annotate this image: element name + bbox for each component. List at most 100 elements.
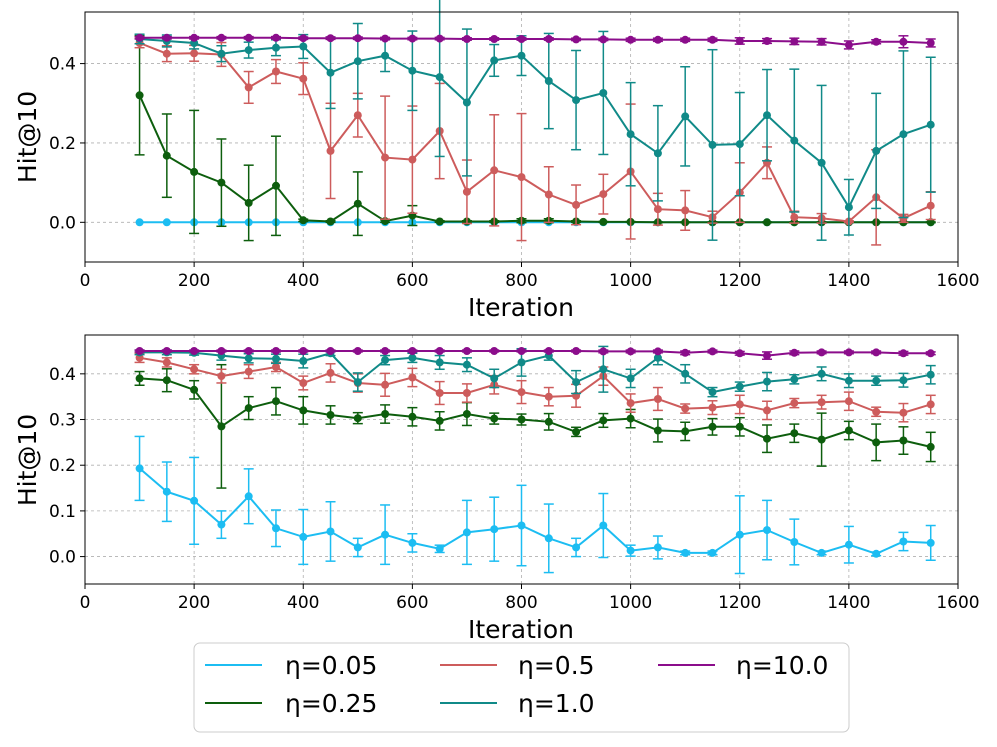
bottom-series-eta-1.0-point [435, 358, 444, 367]
bottom-series-eta-10.0-point [217, 347, 226, 355]
bottom-series-eta-1.0-point [626, 374, 635, 383]
bottom-series-eta-0.05-point [926, 538, 935, 547]
top-series-eta-10.0-point [626, 35, 635, 44]
legend-label-eta-0.5: η=0.5 [518, 651, 595, 680]
top-series-eta-0.25-point [272, 181, 280, 190]
legend-label-eta-10.0: η=10.0 [736, 651, 828, 680]
bottom-series-eta-0.25-point [190, 385, 199, 394]
top-series-eta-0.25-point [326, 217, 335, 226]
bottom-series-eta-1.0-point [681, 369, 690, 378]
bottom-series-eta-0.25-line [139, 377, 931, 448]
legend-entry-eta-0.5: η=0.5 [440, 651, 595, 680]
bottom-series-eta-0.25-point [790, 429, 799, 438]
bottom-series-eta-10.0-point [462, 347, 471, 355]
top-series-eta-10.0-point [844, 40, 853, 49]
top-series-eta-0.25 [134, 35, 936, 242]
bottom-series-eta-0.5-point [626, 399, 635, 408]
bottom-series-eta-1.0-point [899, 376, 908, 385]
top-series-eta-0.25-point [926, 218, 935, 227]
top-series-eta-0.25-point [299, 216, 308, 225]
bottom-series-eta-1.0-point [408, 353, 417, 362]
bottom-series-eta-1.0-point [708, 388, 717, 397]
top-series-eta-0.25-point [162, 151, 171, 160]
bottom-series-eta-0.5-point [381, 380, 390, 389]
top-series-eta-1.0-point [490, 56, 499, 65]
top-series-eta-0.5-point [790, 213, 799, 222]
top-series-eta-10.0-point [790, 37, 799, 46]
bottom-series-eta-1.0-point [735, 382, 744, 391]
top-series-eta-1.0-point [653, 149, 662, 158]
top-series-eta-1.0-point [817, 158, 826, 167]
bottom-series-eta-0.05-point [899, 537, 908, 546]
top-series-eta-1.0-point [244, 46, 253, 55]
bottom-series-eta-0.05-point [244, 492, 253, 501]
bottom-series-eta-1.0-point [490, 374, 499, 383]
top-y-tick-label: 0.4 [49, 55, 76, 75]
top-series-eta-10.0-point [217, 33, 226, 42]
bottom-series-eta-1.0-line [139, 351, 931, 394]
top-series-eta-1.0 [134, 0, 936, 241]
legend-label-eta-0.05: η=0.05 [285, 651, 377, 680]
bottom-series-eta-0.25-point [872, 438, 881, 447]
top-series-eta-0.5-point [462, 187, 471, 196]
top-series-eta-10.0-line [139, 36, 931, 46]
bottom-series-eta-10.0-point [190, 347, 199, 355]
top-series-eta-10.0-point [763, 37, 771, 45]
bottom-panel-y-label: Hit@10 [13, 414, 42, 506]
bottom-series-eta-10.0-point [790, 348, 799, 357]
top-panel-y-label: Hit@10 [13, 91, 42, 183]
top-series-eta-0.5-point [190, 49, 199, 58]
top-series-eta-10.0-point [653, 35, 662, 44]
bottom-series-eta-10.0-point [135, 347, 144, 355]
bottom-series-eta-10.0-point [381, 347, 390, 355]
bottom-series-eta-10.0-point [653, 347, 662, 356]
bottom-series-eta-0.05-point [217, 520, 226, 529]
bottom-series-eta-0.05-point [599, 521, 608, 530]
top-series-eta-1.0-point [435, 73, 444, 82]
bottom-series-eta-1.0-point [462, 360, 471, 369]
top-series-eta-1.0-point [872, 146, 881, 155]
top-series-eta-1.0-point [326, 68, 335, 77]
legend-label-eta-1.0: η=1.0 [518, 689, 595, 718]
bottom-series-eta-0.5-point [735, 400, 744, 409]
top-series-eta-1.0-line [139, 38, 932, 210]
top-series-eta-1.0-point [353, 57, 362, 66]
bottom-series-eta-0.05-line [138, 467, 931, 555]
top-series-eta-10.0-point [708, 35, 717, 44]
bottom-x-tick-label: 800 [505, 593, 537, 613]
bottom-y-tick-label: 0.3 [49, 411, 76, 431]
top-series-eta-0.5 [134, 37, 936, 246]
top-series-eta-0.5-point [162, 49, 171, 58]
bottom-series-eta-0.25-point [435, 416, 444, 425]
top-series-eta-0.5-point [299, 74, 308, 83]
bottom-series-eta-1.0-point [763, 377, 771, 386]
top-series-eta-1.0-point [381, 51, 390, 60]
top-series-eta-0.25-point [244, 198, 253, 207]
top-series-eta-10.0-point [381, 34, 390, 43]
bottom-series-eta-0.25-point [517, 415, 526, 424]
top-series-eta-1.0-point [708, 140, 717, 149]
top-series-eta-0.5-line [139, 42, 932, 223]
top-series-eta-0.25-point [599, 217, 608, 226]
bottom-series-eta-10.0-point [872, 348, 881, 357]
bottom-y-tick-label: 0.2 [49, 456, 76, 476]
bottom-x-tick-label: 1400 [827, 593, 870, 613]
top-series-eta-0.5-point [353, 111, 362, 120]
bottom-series-eta-0.05-point [435, 544, 444, 553]
top-series-eta-0.5-point [381, 153, 390, 162]
top-series-eta-10.0-point [135, 33, 144, 42]
bottom-series-eta-0.05-point [790, 538, 799, 546]
top-series-eta-0.5-point [653, 205, 662, 214]
top-series-eta-1.0-point [217, 49, 226, 58]
bottom-series-eta-0.5-point [844, 397, 853, 406]
top-series-eta-1.0-point [899, 130, 908, 139]
bottom-x-tick-label: 1000 [609, 593, 652, 613]
bottom-series-eta-0.25-point [490, 414, 499, 423]
legend-label-eta-0.25: η=0.25 [285, 689, 377, 718]
bottom-series-eta-10.0-point [708, 347, 717, 356]
top-series-eta-1.0-point [735, 140, 744, 149]
bottom-y-tick-label: 0.1 [49, 502, 76, 522]
top-series-eta-0.5-point [408, 155, 417, 164]
bottom-series-eta-0.05-point [135, 464, 144, 473]
bottom-series-eta-10.0-point [817, 348, 826, 357]
